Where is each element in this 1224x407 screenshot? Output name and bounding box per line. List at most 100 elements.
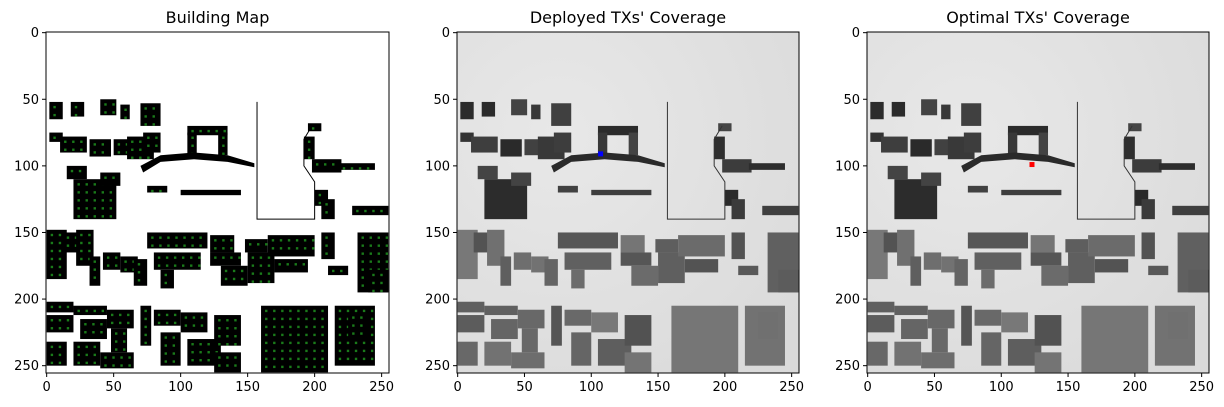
- sample-marker: [151, 189, 154, 193]
- building: [553, 132, 572, 153]
- sample-marker: [289, 365, 292, 369]
- panel-title: Optimal TXs' Coverage: [946, 8, 1130, 27]
- building: [762, 205, 799, 216]
- sample-marker: [222, 256, 225, 259]
- sample-marker: [199, 343, 202, 346]
- sample-marker: [159, 236, 162, 239]
- sample-marker: [281, 317, 284, 321]
- sample-marker: [199, 236, 202, 239]
- building: [214, 352, 241, 373]
- sample-marker: [218, 343, 221, 346]
- sample-marker: [311, 247, 315, 250]
- building: [457, 341, 478, 366]
- sample-marker: [112, 103, 115, 106]
- sample-marker: [123, 332, 126, 335]
- sample-marker: [297, 365, 300, 369]
- sample-marker: [214, 256, 217, 259]
- sample-marker: [265, 365, 268, 369]
- building: [571, 269, 585, 289]
- building: [73, 305, 107, 316]
- sample-marker: [92, 331, 95, 334]
- sample-marker: [321, 317, 324, 321]
- y-tick-label: 250: [425, 359, 450, 374]
- building: [620, 252, 652, 266]
- sample-marker: [265, 317, 268, 321]
- building: [218, 132, 228, 156]
- sample-marker: [175, 236, 178, 239]
- sample-marker: [313, 309, 316, 313]
- sample-marker: [281, 349, 284, 353]
- tx-marker: [1029, 162, 1035, 168]
- sample-marker: [259, 256, 263, 259]
- sample-marker: [313, 365, 316, 369]
- sample-marker: [88, 233, 91, 237]
- sample-marker: [198, 264, 201, 267]
- sample-marker: [131, 140, 134, 143]
- sample-marker: [112, 111, 115, 114]
- building: [934, 139, 951, 156]
- y-tick-label: 200: [835, 293, 860, 308]
- building: [867, 229, 888, 280]
- sample-marker: [222, 136, 225, 139]
- sample-marker: [70, 169, 74, 173]
- sample-marker: [361, 276, 364, 279]
- sample-marker: [58, 319, 62, 322]
- sample-marker: [346, 333, 350, 337]
- sample-marker: [297, 309, 300, 313]
- sample-marker: [370, 317, 374, 321]
- sample-marker: [385, 252, 389, 255]
- curved-building: [140, 152, 255, 173]
- outline-structure: [1076, 101, 1136, 220]
- building: [551, 305, 562, 346]
- sample-marker: [361, 252, 364, 255]
- building: [901, 319, 928, 340]
- sample-marker: [93, 207, 96, 210]
- building: [597, 132, 608, 156]
- sample-marker: [72, 140, 75, 143]
- y-tick-label: 50: [22, 93, 39, 108]
- sample-marker: [167, 244, 170, 247]
- building: [338, 163, 375, 170]
- x-tick-label: 50: [516, 380, 533, 395]
- building: [261, 305, 329, 373]
- building: [1034, 352, 1062, 373]
- sample-marker: [172, 352, 176, 355]
- sample-marker: [281, 333, 284, 337]
- sample-marker: [303, 239, 307, 242]
- building: [1030, 252, 1062, 266]
- sample-marker: [85, 353, 88, 357]
- building: [89, 256, 101, 286]
- sample-marker: [164, 336, 167, 339]
- sample-marker: [265, 341, 268, 345]
- sample-marker: [385, 244, 389, 247]
- sample-marker: [307, 148, 311, 151]
- sample-marker: [232, 277, 236, 281]
- building: [220, 265, 248, 286]
- x-tick-label: 150: [235, 380, 260, 395]
- sample-marker: [361, 284, 364, 287]
- building: [500, 256, 512, 286]
- sample-marker: [251, 272, 255, 275]
- sample-marker: [132, 260, 135, 263]
- sample-marker: [164, 352, 167, 355]
- building: [321, 199, 335, 220]
- sample-marker: [137, 263, 141, 266]
- curved-building: [551, 152, 665, 173]
- panel-1: 0 50 100 150 200 250 0 50 100 150 200 250 Deployed T…: [425, 8, 804, 395]
- building: [1158, 163, 1195, 170]
- sample-marker: [311, 239, 315, 242]
- x-tick-label: 0: [43, 380, 51, 395]
- sample-marker: [325, 236, 328, 239]
- sample-marker: [273, 357, 276, 361]
- sample-marker: [190, 264, 193, 267]
- building: [153, 252, 201, 270]
- sample-marker: [58, 241, 62, 245]
- sample-marker: [144, 317, 147, 321]
- sample-marker: [85, 345, 88, 349]
- panel-title: Building Map: [166, 8, 270, 27]
- building: [328, 265, 349, 276]
- building: [1148, 265, 1169, 276]
- sample-marker: [271, 239, 275, 242]
- sample-marker: [112, 176, 115, 179]
- building: [597, 125, 639, 136]
